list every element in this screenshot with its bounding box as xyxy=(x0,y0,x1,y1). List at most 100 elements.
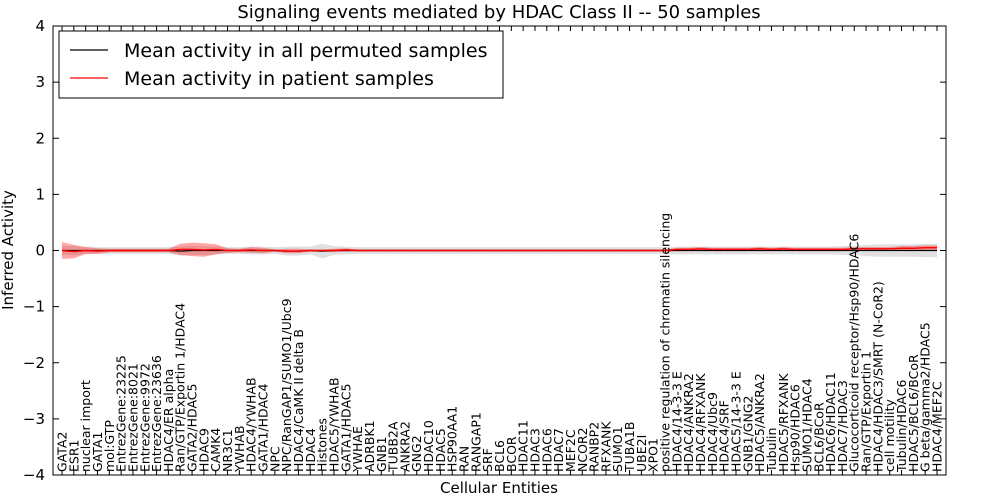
series-patient-segment xyxy=(345,249,358,252)
y-axis-label: Inferred Activity xyxy=(0,190,17,310)
series-permuted-segment xyxy=(180,249,193,252)
y-axis: 4 3 2 1 0 −1 −2 −3 −4 xyxy=(23,17,946,484)
x-tick-label: G beta/gamma2/HDAC5 xyxy=(918,322,933,472)
y-tick-label: −3 xyxy=(23,410,45,428)
x-tick-label: TUBA1B xyxy=(622,422,637,473)
x-tick-label: nuclear import xyxy=(78,380,93,472)
x-tick-label: HDAC5 xyxy=(433,428,448,472)
x-tick-label: Tubulin/HDAC6 xyxy=(894,380,909,473)
x-tick-label: BCOR xyxy=(504,436,519,472)
x-tick-label: ESR1 xyxy=(66,440,81,472)
x-tick-label: HDAC5/RFXANK xyxy=(776,373,791,472)
x-tick-label: HDAC4/ANKRA2 xyxy=(681,373,696,472)
x-tick-label: HDAC5/ANKRA2 xyxy=(752,373,767,472)
series-patient-segment xyxy=(842,248,855,251)
series-patient-segment xyxy=(889,247,902,250)
x-tick-label: HDAC5/14-3-3 E xyxy=(729,371,744,472)
x-tick-label: HDAC5/YWHAB xyxy=(327,377,342,472)
x-tick-label: HDAC4/HDAC3/SMRT (N-CoR2) xyxy=(870,281,885,472)
series-patient-segment xyxy=(168,248,181,252)
series-patient-segment xyxy=(97,249,110,252)
x-tick-label: GATA1 xyxy=(90,432,105,472)
series-patient-segment xyxy=(61,249,74,253)
series-patient-segment xyxy=(239,249,252,252)
x-tick-label: EntrezGene:23225 xyxy=(114,355,129,472)
x-tick-label: NPC xyxy=(267,446,282,472)
x-tick-label: GNB1/GNG2 xyxy=(740,396,755,472)
x-tick-label: SRF xyxy=(480,448,495,472)
x-tick-label: TUBB2A xyxy=(386,421,401,473)
series-patient-segment xyxy=(333,249,346,252)
legend-label-permuted: Mean activity in all permuted samples xyxy=(124,40,487,62)
x-tick-label: HDAC4 xyxy=(303,428,318,472)
x-tick-label: MEF2C xyxy=(563,429,578,472)
x-tick-label: ANKRA2 xyxy=(397,421,412,472)
x-tick-label: HDAC6 xyxy=(539,428,554,472)
x-tick-label: YWHAB xyxy=(232,425,247,473)
y-tick-label: 1 xyxy=(35,185,45,203)
x-tick-label: HDAC4/SRF xyxy=(717,400,732,472)
x-tick-label: HDAC5/BCL6/BCoR xyxy=(906,354,921,472)
x-tick-label: YWHAE xyxy=(350,426,365,473)
x-tick-label: HDAC7 xyxy=(551,428,566,472)
chart-title: Signaling events mediated by HDAC Class … xyxy=(237,2,760,23)
series-patient-segment xyxy=(783,248,796,251)
legend: Mean activity in all permuted samples Me… xyxy=(58,30,504,99)
series-patient-segment xyxy=(759,248,772,251)
x-tick-label: HDAC4/ER alpha xyxy=(161,369,176,472)
series-patient-segment xyxy=(298,249,311,252)
x-tick-label: HDAC4/RFXANK xyxy=(693,373,708,472)
x-tick-label: Glucocorticoid receptor/Hsp90/HDAC6 xyxy=(847,234,862,472)
series-patient-segment xyxy=(747,248,760,251)
x-tick-label: NR3C1 xyxy=(220,429,235,472)
x-tick-label: Ran/GTP/Exportin 1/HDAC4 xyxy=(173,303,188,472)
series-patient-segment xyxy=(251,249,264,252)
x-tick-label: EntrezGene:9972 xyxy=(137,363,152,472)
y-tick-label: 0 xyxy=(35,242,45,260)
x-tick-label: Histones xyxy=(315,418,330,472)
x-tick-label: UBE2I xyxy=(634,435,649,472)
x-tick-label: NCOR2 xyxy=(575,427,590,472)
x-tick-label: HSP90AA1 xyxy=(445,406,460,472)
x-tick-label: GNG2 xyxy=(409,435,424,472)
x-tick-label: HDAC4/CaMK II delta B xyxy=(291,329,306,472)
x-tick-label: Ran/GTP/Exportin 1 xyxy=(859,351,874,472)
y-tick-label: −2 xyxy=(23,354,45,372)
x-tick-label: BCL6/BCoR xyxy=(811,402,826,472)
series-patient-segment xyxy=(688,248,701,251)
x-tick-label: HDAC6/HDAC11 xyxy=(823,372,838,472)
series-patient-segment xyxy=(913,247,926,249)
series-lines xyxy=(61,246,937,253)
x-tick-label: Hsp90/HDAC6 xyxy=(788,384,803,472)
series-patient-segment xyxy=(664,248,677,252)
series-patient-segment xyxy=(700,248,713,251)
x-tick-label: GATA2 xyxy=(55,432,70,472)
x-tick-label: Tubulin xyxy=(764,428,779,473)
x-tick-label: ADRBK1 xyxy=(362,420,377,472)
legend-box xyxy=(58,30,504,99)
x-axis-label: Cellular Entities xyxy=(440,479,558,497)
x-tick-label: GATA1/HDAC4 xyxy=(256,383,271,472)
x-tick-label: RANGAP1 xyxy=(468,412,483,472)
x-tick-label: EntrezGene:23636 xyxy=(149,355,164,472)
x-tick-label: HDAC10 xyxy=(421,420,436,472)
y-tick-label: −4 xyxy=(23,466,45,484)
x-tick-label: HDAC11 xyxy=(516,420,531,472)
x-tick-label: RAN xyxy=(457,446,472,472)
x-tick-label: HDAC7/HDAC3 xyxy=(835,380,850,472)
y-tick-label: 4 xyxy=(35,17,45,35)
series-patient-segment xyxy=(73,249,86,253)
series-patient-segment xyxy=(771,248,784,251)
series-patient-segment xyxy=(85,249,98,252)
x-tick-label: HDAC4/14-3-3 E xyxy=(669,371,684,472)
x-tick-label: GNB1 xyxy=(374,436,389,472)
x-tick-label: XPO1 xyxy=(646,438,661,472)
x-tick-label: cell motility xyxy=(882,398,897,472)
x-tick-label: HDAC4/YWHAB xyxy=(244,377,259,472)
x-tick-label: RFXANK xyxy=(598,421,613,472)
y-tick-label: −1 xyxy=(23,298,45,316)
x-tick-label: positive regulation of chromatin silenci… xyxy=(658,213,673,472)
x-tick-label: HDAC3 xyxy=(528,428,543,472)
